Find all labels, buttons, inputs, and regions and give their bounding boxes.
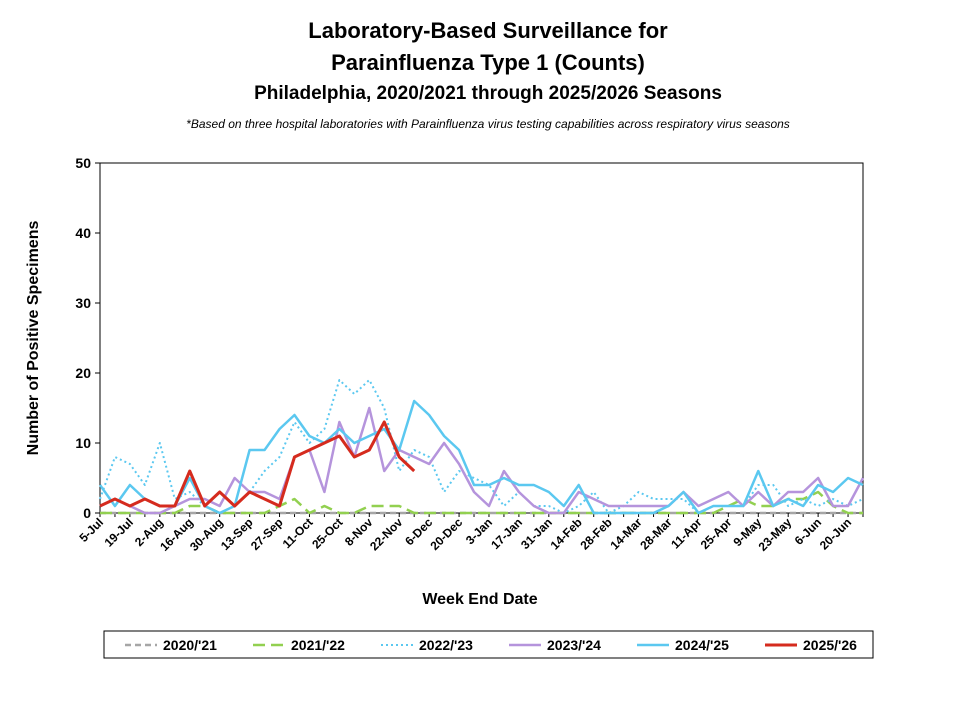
x-tick-label: 22-Nov xyxy=(367,515,405,553)
x-tick-label: 28-Feb xyxy=(578,515,615,552)
y-tick-label: 10 xyxy=(75,435,91,451)
y-tick-label: 40 xyxy=(75,225,91,241)
x-axis-label: Week End Date xyxy=(422,591,537,608)
chart-note: *Based on three hospital laboratories wi… xyxy=(186,117,790,131)
legend-label: 2024/'25 xyxy=(675,637,729,653)
series-line xyxy=(98,399,864,515)
plot-frame xyxy=(99,162,864,514)
x-tick-label: 30-Aug xyxy=(187,515,226,554)
x-tick-label: 25-Oct xyxy=(309,515,345,551)
x-tick-label: 23-May xyxy=(756,515,795,554)
legend-box xyxy=(103,630,874,659)
x-tick-label: 14-Feb xyxy=(548,515,585,552)
legend-label: 2020/'21 xyxy=(163,637,217,653)
note-box: *Based on three hospital laboratories wi… xyxy=(186,117,790,131)
x-tick-label: 31-Jan xyxy=(518,515,555,552)
series-line xyxy=(100,490,863,515)
legend-label: 2025/'26 xyxy=(803,637,857,653)
legend-label: 2022/'23 xyxy=(419,637,473,653)
x-tick-label: 25-Apr xyxy=(698,515,735,552)
series-line xyxy=(99,420,416,508)
x-tick-label: 19-Jul xyxy=(102,515,136,549)
x-tick-label: 28-Mar xyxy=(637,515,674,552)
x-tick-label: 11-Oct xyxy=(280,515,316,551)
chart-title: Parainfluenza Type 1 (Counts) xyxy=(331,50,645,75)
legend-label: 2023/'24 xyxy=(547,637,601,653)
x-tick-label: 20-Dec xyxy=(427,515,465,553)
y-axis-label: Number of Positive Specimens xyxy=(25,221,42,456)
legend-label: 2021/'22 xyxy=(291,637,345,653)
y-tick-label: 30 xyxy=(75,295,91,311)
chart-title: Laboratory-Based Surveillance for xyxy=(308,18,668,43)
x-tick-label: 20-Jun xyxy=(817,515,854,552)
x-tick-label: 11-Apr xyxy=(668,515,705,552)
x-tick-label: 17-Jan xyxy=(488,515,525,552)
y-tick-label: 0 xyxy=(83,505,91,521)
x-tick-label: 13-Sep xyxy=(218,515,256,553)
x-tick-label: 27-Sep xyxy=(248,515,286,553)
chart-subtitle: Philadelphia, 2020/2021 through 2025/202… xyxy=(254,83,722,104)
y-tick-label: 50 xyxy=(75,155,91,171)
x-tick-label: 14-Mar xyxy=(607,515,644,552)
y-tick-label: 20 xyxy=(75,365,91,381)
series-line xyxy=(99,406,865,515)
